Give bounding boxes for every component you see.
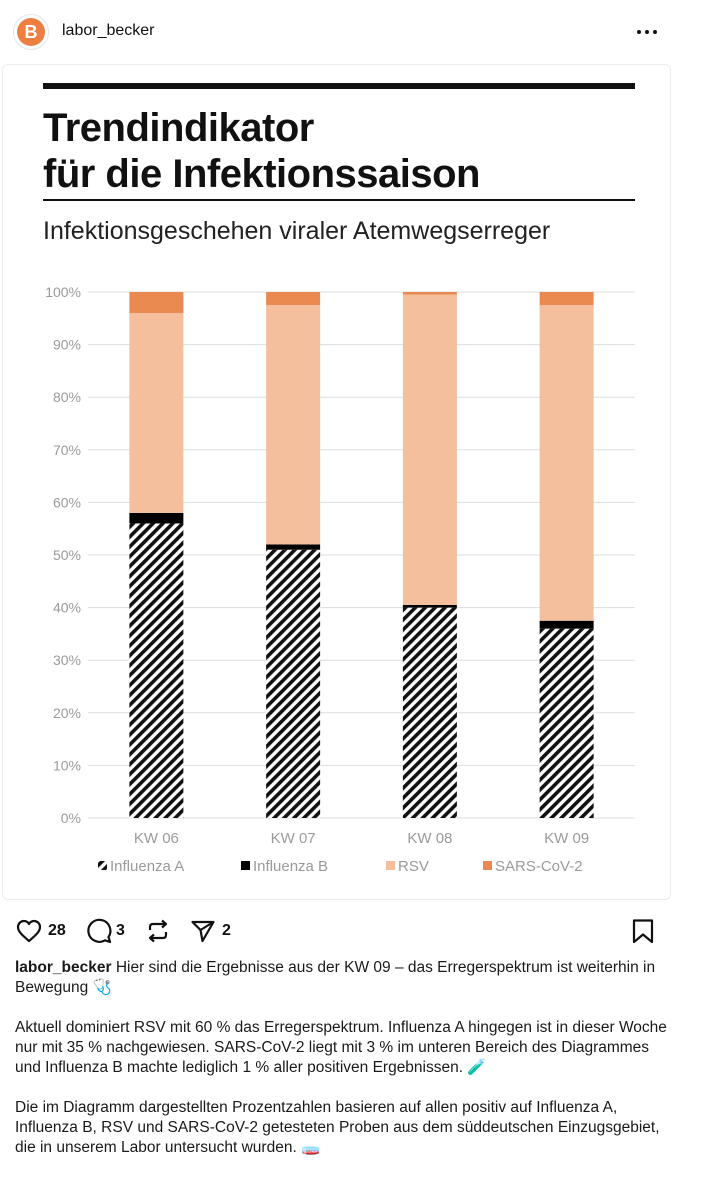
- post-header: B labor_becker: [0, 0, 702, 64]
- share-button[interactable]: 2: [190, 918, 231, 944]
- y-tick-label: 30%: [53, 652, 81, 668]
- x-tick-label: KW 09: [544, 830, 589, 847]
- x-tick-label: KW 06: [134, 830, 179, 847]
- image-title: Trendindikator für die Infektionssaison: [43, 105, 480, 197]
- x-tick-label: KW 08: [407, 830, 452, 847]
- heart-icon: [16, 919, 42, 943]
- bar-segment-influenza-a: [539, 628, 594, 818]
- bookmark-icon: [632, 919, 654, 944]
- bar-segment-rsv: [539, 305, 594, 621]
- bar-segment-sars-cov-2: [129, 292, 184, 314]
- like-count: 28: [48, 922, 66, 939]
- legend-label: Influenza B: [253, 858, 328, 875]
- title-rule-top: [43, 83, 635, 89]
- bar-segment-influenza-a: [129, 523, 184, 818]
- legend-swatch: [483, 861, 492, 870]
- image-title-line2: für die Infektionssaison: [43, 152, 480, 196]
- y-tick-label: 0%: [61, 810, 81, 826]
- bar-segment-influenza-b: [266, 544, 321, 550]
- caption-paragraph-1: labor_becker Hier sind die Ergebnisse au…: [15, 958, 675, 998]
- stacked-bar-chart: 0% 10% 20% 30% 40% 50% 60% 70% 80% 90% 100% KW 06 KW…: [45, 284, 635, 875]
- post-caption: labor_becker Hier sind die Ergebnisse au…: [15, 958, 675, 1178]
- comment-count: 3: [116, 922, 125, 939]
- y-tick-label: 70%: [53, 442, 81, 458]
- legend-label: SARS-CoV-2: [495, 858, 583, 875]
- bar-segment-sars-cov-2: [402, 292, 457, 295]
- repost-icon: [148, 919, 168, 943]
- repost-button[interactable]: [145, 918, 171, 944]
- bar-segment-influenza-b: [129, 512, 184, 524]
- y-tick-label: 60%: [53, 494, 81, 510]
- caption-paragraph-2: Aktuell dominiert RSV mit 60 % das Erreg…: [15, 1019, 667, 1076]
- caption-text-1: Hier sind die Ergebnisse aus der KW 09 –…: [15, 959, 656, 996]
- more-options-icon[interactable]: [632, 20, 662, 44]
- y-tick-label: 40%: [53, 600, 81, 616]
- post-image[interactable]: Trendindikator für die Infektionssaison …: [2, 64, 671, 900]
- action-bar: 28 3 2: [0, 908, 702, 954]
- save-button[interactable]: [630, 918, 656, 949]
- bar-segment-sars-cov-2: [266, 292, 321, 306]
- send-icon: [191, 920, 215, 943]
- bar-segment-rsv: [402, 294, 457, 605]
- image-title-line1: Trendindikator: [43, 106, 314, 150]
- bar-segment-influenza-b: [539, 620, 594, 629]
- y-tick-label: 20%: [53, 705, 81, 721]
- brand-logo-icon: B: [17, 18, 45, 46]
- caption-username[interactable]: labor_becker: [15, 959, 112, 976]
- x-tick-label: KW 07: [271, 830, 316, 847]
- comment-button[interactable]: 3: [86, 918, 125, 944]
- y-tick-label: 90%: [53, 337, 81, 353]
- y-tick-label: 80%: [53, 389, 81, 405]
- legend-swatch: [98, 861, 107, 870]
- legend-label: Influenza A: [110, 858, 184, 875]
- like-button[interactable]: 28: [16, 918, 66, 944]
- y-tick-label: 50%: [53, 547, 81, 563]
- comment-icon: [87, 918, 112, 944]
- legend-swatch: [241, 861, 250, 870]
- legend-swatch: [386, 861, 395, 870]
- bar-segment-sars-cov-2: [539, 292, 594, 306]
- legend-label: RSV: [398, 858, 429, 875]
- bar-segment-influenza-a: [266, 549, 321, 818]
- y-tick-label: 10%: [53, 757, 81, 773]
- bar-segment-rsv: [266, 305, 321, 545]
- image-subtitle: Infektionsgeschehen viraler Atemwegserre…: [43, 217, 551, 245]
- bar-segment-influenza-b: [402, 604, 457, 608]
- avatar[interactable]: B: [13, 14, 49, 50]
- bar-segment-rsv: [129, 313, 184, 513]
- share-count: 2: [222, 922, 231, 939]
- y-tick-label: 100%: [45, 284, 81, 300]
- post-username[interactable]: labor_becker: [62, 22, 155, 39]
- title-rule-bottom: [43, 199, 635, 201]
- bar-segment-influenza-a: [402, 607, 457, 818]
- caption-paragraph-3: Die im Diagramm dargestellten Prozentzah…: [15, 1099, 660, 1156]
